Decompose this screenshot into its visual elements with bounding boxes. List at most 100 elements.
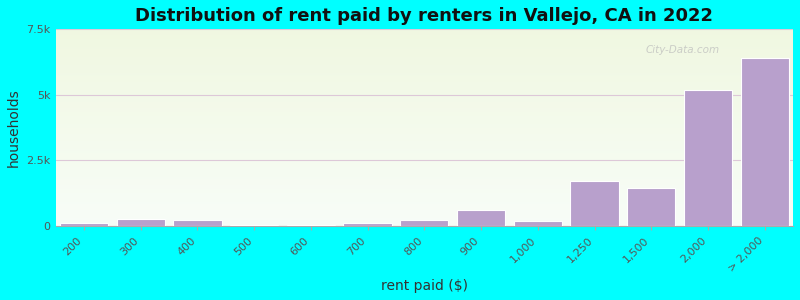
Bar — [56, 76, 793, 79]
Bar — [56, 147, 793, 149]
Bar — [56, 126, 793, 128]
Bar — [56, 39, 793, 41]
Bar — [514, 221, 562, 226]
Bar — [286, 225, 335, 226]
Bar — [56, 65, 793, 67]
Bar — [56, 153, 793, 155]
Bar — [56, 159, 793, 161]
Bar — [627, 188, 675, 226]
Bar — [457, 210, 505, 226]
Bar — [56, 190, 793, 193]
Bar — [56, 74, 793, 77]
X-axis label: rent paid ($): rent paid ($) — [381, 279, 468, 293]
Bar — [56, 73, 793, 74]
Bar — [56, 132, 793, 134]
Bar — [56, 141, 793, 143]
Bar — [56, 86, 793, 88]
Bar — [56, 70, 793, 73]
Bar — [56, 212, 793, 214]
Bar — [56, 116, 793, 118]
Bar — [343, 223, 392, 226]
Bar — [56, 175, 793, 177]
Bar — [56, 151, 793, 153]
Bar — [56, 167, 793, 169]
Bar — [56, 193, 793, 194]
Bar — [56, 200, 793, 202]
Bar — [56, 130, 793, 132]
Bar — [570, 182, 618, 226]
Bar — [56, 157, 793, 159]
Bar — [56, 37, 793, 39]
Bar — [56, 88, 793, 90]
Bar — [56, 210, 793, 212]
Bar — [56, 171, 793, 173]
Bar — [56, 67, 793, 69]
Bar — [56, 214, 793, 216]
Bar — [56, 57, 793, 59]
Bar — [56, 47, 793, 49]
Bar — [56, 100, 793, 102]
Bar — [741, 58, 789, 226]
Bar — [56, 59, 793, 61]
Bar — [56, 79, 793, 80]
Bar — [56, 216, 793, 218]
Bar — [60, 224, 108, 226]
Bar — [56, 196, 793, 199]
Bar — [56, 61, 793, 63]
Bar — [56, 82, 793, 84]
Bar — [56, 51, 793, 53]
Bar — [56, 106, 793, 108]
Bar — [56, 183, 793, 185]
Bar — [56, 137, 793, 140]
Bar — [56, 136, 793, 137]
Bar — [56, 90, 793, 92]
Bar — [56, 169, 793, 171]
Bar — [56, 149, 793, 151]
Bar — [56, 185, 793, 187]
Bar — [117, 219, 165, 226]
Bar — [56, 124, 793, 126]
Bar — [56, 187, 793, 189]
Bar — [56, 128, 793, 130]
Bar — [56, 179, 793, 181]
Bar — [56, 224, 793, 226]
Bar — [56, 35, 793, 37]
Bar — [174, 220, 222, 226]
Bar — [56, 173, 793, 175]
Bar — [56, 204, 793, 206]
Bar — [56, 55, 793, 57]
Bar — [56, 84, 793, 86]
Bar — [56, 114, 793, 116]
Bar — [56, 69, 793, 70]
Bar — [56, 181, 793, 183]
Bar — [56, 118, 793, 120]
Bar — [56, 163, 793, 165]
Bar — [56, 161, 793, 163]
Bar — [56, 80, 793, 83]
Bar — [56, 94, 793, 96]
Bar — [56, 218, 793, 220]
Bar — [684, 90, 732, 226]
Bar — [56, 194, 793, 196]
Bar — [56, 146, 793, 147]
Bar — [56, 53, 793, 55]
Y-axis label: households: households — [7, 88, 21, 167]
Bar — [56, 199, 793, 200]
Bar — [56, 206, 793, 208]
Bar — [56, 102, 793, 104]
Bar — [56, 33, 793, 35]
Bar — [56, 108, 793, 110]
Bar — [56, 112, 793, 114]
Bar — [56, 98, 793, 100]
Bar — [56, 45, 793, 47]
Text: City-Data.com: City-Data.com — [646, 45, 720, 55]
Bar — [56, 104, 793, 106]
Bar — [56, 49, 793, 51]
Bar — [56, 189, 793, 190]
Bar — [56, 110, 793, 112]
Bar — [56, 140, 793, 141]
Bar — [56, 41, 793, 43]
Bar — [56, 143, 793, 146]
Bar — [56, 222, 793, 224]
Bar — [56, 155, 793, 157]
